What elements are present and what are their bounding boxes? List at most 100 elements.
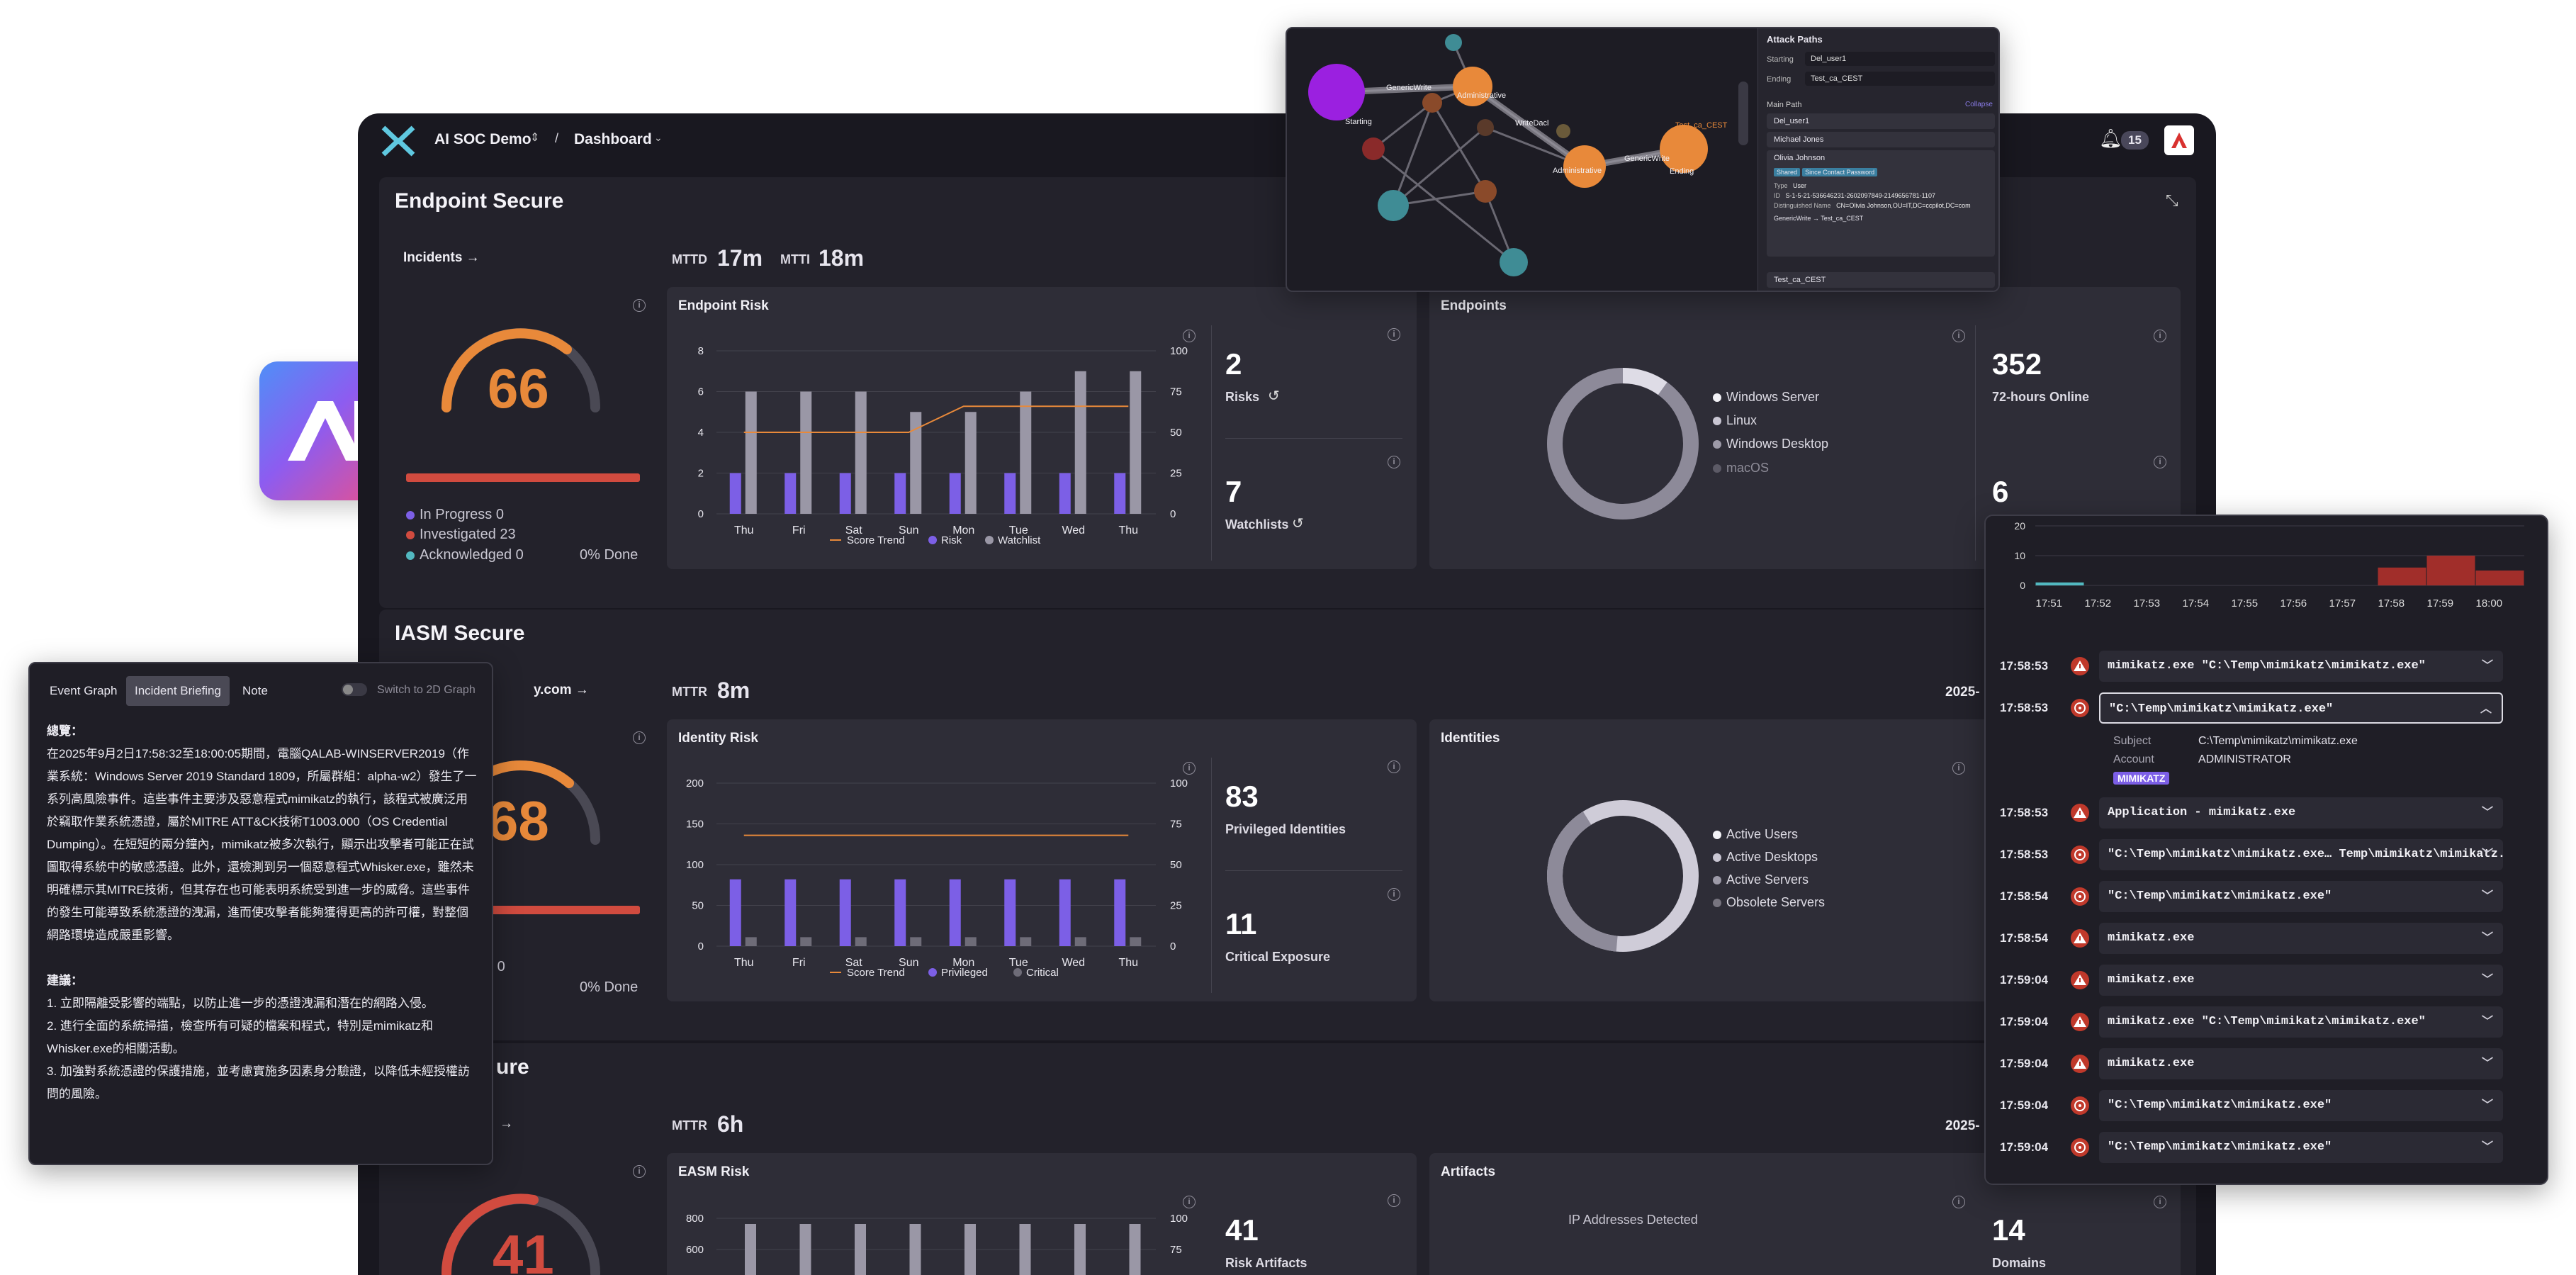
info-icon[interactable]: i [1952, 330, 1965, 342]
timeline-event[interactable]: 17:58:54 mimikatz.exe ﹀ [2000, 923, 2503, 955]
history-icon[interactable]: ↺ [1292, 516, 1304, 532]
chevron-down-icon[interactable]: ⌄ [654, 132, 663, 143]
2d-graph-toggle[interactable] [342, 683, 367, 696]
timeline-event[interactable]: 17:58:53 mimikatz.exe "C:\Temp\mimikatz\m… [2000, 651, 2503, 683]
event-command[interactable]: "C:\Temp\mimikatz\mimikatz.exe" ﹀ [2099, 881, 2503, 912]
event-command[interactable]: mimikatz.exe "C:\Temp\mimikatz\mimikatz.… [2099, 651, 2503, 682]
svg-text:Ending: Ending [1670, 167, 1694, 176]
tab-note[interactable]: Note [242, 684, 268, 697]
score-trend-line [743, 405, 1129, 433]
score-gauge [441, 1193, 600, 1275]
easm-risk-chart: 800 600 100 75 [686, 1213, 1188, 1275]
info-icon[interactable]: i [633, 299, 646, 312]
timeline-event[interactable]: 17:59:04 mimikatz.exe "C:\Temp\mimikatz\m… [2000, 1006, 2503, 1039]
info-icon[interactable]: i [633, 731, 646, 744]
bar-risk [949, 473, 961, 514]
tab-incident-briefing[interactable]: Incident Briefing [126, 676, 230, 706]
incident-briefing-panel: Event Graph Incident Briefing Note Switc… [28, 662, 493, 1165]
workspace-selector[interactable]: AI SOC Demo [434, 131, 531, 147]
y-tick-label: 0 [2020, 580, 2025, 591]
ending-input[interactable]: Test_ca_CEST [1805, 72, 1995, 86]
risks-label: Risks [1225, 390, 1260, 404]
event-command[interactable]: "C:\Temp\mimikatz\mimikatz.exe… Temp\mim… [2099, 839, 2503, 870]
bar-critical [855, 937, 867, 946]
info-icon[interactable]: i [1388, 328, 1400, 341]
other-count: 6 [1992, 475, 2009, 508]
chevron-up-icon: ︿ [2480, 703, 2492, 716]
event-command[interactable]: mimikatz.exe ﹀ [2099, 1048, 2503, 1079]
path-item[interactable]: Del_user1 [1767, 113, 1995, 129]
risk-separator [1225, 870, 1402, 871]
event-command[interactable]: "C:\Temp\mimikatz\mimikatz.exe" ﹀ [2099, 1090, 2503, 1121]
event-command[interactable]: mimikatz.exe ﹀ [2099, 923, 2503, 954]
history-icon[interactable]: ↺ [1268, 388, 1280, 404]
incidents-link[interactable]: Incidents → [403, 250, 480, 265]
tab-event-graph[interactable]: Event Graph [50, 684, 118, 697]
mttd-label: MTTD [672, 252, 707, 266]
info-icon[interactable]: i [1183, 1196, 1196, 1208]
endpoints-donut [1547, 368, 1699, 519]
card-title: Identities [1441, 731, 1500, 746]
y-tick-label: 10 [2014, 550, 2025, 561]
timeline-event[interactable]: 17:58:53 "C:\Temp\mimikatz\mimikatz.exe" ︿ [2000, 692, 2503, 725]
watchlists-label: Watchlists [1225, 517, 1289, 532]
info-icon[interactable]: i [1388, 760, 1400, 773]
warning-icon [2071, 657, 2089, 675]
y2-tick-label: 75 [1170, 386, 1182, 398]
x-tick-label: Tue [1009, 524, 1028, 537]
chevron-updown-icon[interactable]: ⇕ [530, 132, 540, 144]
event-command[interactable]: "C:\Temp\mimikatz\mimikatz.exe" ﹀ [2099, 1132, 2503, 1163]
bar-privileged [1059, 879, 1071, 946]
info-icon[interactable]: i [1183, 762, 1196, 775]
event-command[interactable]: mimikatz.exe "C:\Temp\mimikatz\mimikatz.… [2099, 1006, 2503, 1038]
info-icon[interactable]: i [2154, 330, 2166, 342]
y-tick-label: 800 [686, 1213, 704, 1225]
event-time: 17:58:53 [2000, 659, 2049, 673]
chevron-down-icon: ﹀ [2481, 1099, 2493, 1112]
event-command[interactable]: "C:\Temp\mimikatz\mimikatz.exe" ︿ [2099, 692, 2503, 724]
x-tick-label: 17:52 [2085, 597, 2112, 610]
info-icon[interactable]: i [1952, 1196, 1965, 1208]
x-tick-label: Sat [845, 957, 863, 969]
event-command[interactable]: mimikatz.exe ﹀ [2099, 965, 2503, 996]
user-avatar[interactable] [2164, 125, 2194, 155]
timeline-event[interactable]: 17:59:04 mimikatz.exe ﹀ [2000, 1048, 2503, 1081]
graph-zoom-controls[interactable] [1738, 82, 1748, 145]
info-icon[interactable]: i [1388, 888, 1400, 901]
info-icon[interactable]: i [1388, 456, 1400, 468]
path-item[interactable]: Michael Jones [1767, 132, 1995, 147]
info-icon[interactable]: i [1388, 1194, 1400, 1207]
timeline-event[interactable]: 17:58:54 "C:\Temp\mimikatz\mimikatz.exe" ﹀ [2000, 881, 2503, 914]
starting-input[interactable]: Del_user1 [1805, 52, 1995, 66]
chevron-down-icon: ﹀ [2481, 890, 2493, 903]
timeline-event[interactable]: 17:58:53 "C:\Temp\mimikatz\mimikatz.exe… … [2000, 839, 2503, 872]
event-command[interactable]: Application - mimikatz.exe ﹀ [2099, 797, 2503, 829]
bar-watchlist [1130, 371, 1142, 514]
timeline-event[interactable]: 17:59:04 "C:\Temp\mimikatz\mimikatz.exe" ﹀ [2000, 1132, 2503, 1164]
bar-watchlist [855, 1224, 866, 1275]
info-icon[interactable]: i [633, 1165, 646, 1178]
timeline-event[interactable]: 17:59:04 mimikatz.exe ﹀ [2000, 965, 2503, 997]
page-selector[interactable]: Dashboard [574, 131, 652, 147]
target-icon [2071, 846, 2089, 864]
domains-count: 14 [1992, 1213, 2025, 1247]
timeline-event[interactable]: 17:59:04 "C:\Temp\mimikatz\mimikatz.exe" ﹀ [2000, 1090, 2503, 1123]
ending-label: Ending [1767, 75, 1792, 84]
info-icon[interactable]: i [2154, 456, 2166, 468]
info-icon[interactable]: i [1952, 762, 1965, 775]
collapse-link[interactable]: Collapse [1965, 101, 1993, 108]
bar-watchlist [909, 1224, 921, 1275]
info-icon[interactable]: i [1183, 330, 1196, 342]
info-icon[interactable]: i [2154, 1196, 2166, 1208]
path-item-expanded[interactable]: Olivia Johnson Shared Since Contact Pass… [1767, 150, 1995, 257]
path-item[interactable]: Test_ca_CEST [1767, 272, 1995, 288]
subject-label: Subject [2113, 735, 2152, 747]
target-icon [2071, 699, 2089, 717]
bell-icon[interactable]: 🔔︎ [2099, 128, 2123, 149]
legend-label: Privileged [941, 967, 988, 979]
timeline-event[interactable]: 17:58:53 Application - mimikatz.exe ﹀ [2000, 797, 2503, 830]
collapse-icon[interactable]: ⤡ [2166, 191, 2178, 209]
incidents-link[interactable]: y.com → [534, 683, 589, 697]
incidents-link[interactable]: → [500, 1116, 513, 1131]
attack-graph[interactable]: Starting GenericWrite Administrative Wri… [1287, 28, 1755, 292]
